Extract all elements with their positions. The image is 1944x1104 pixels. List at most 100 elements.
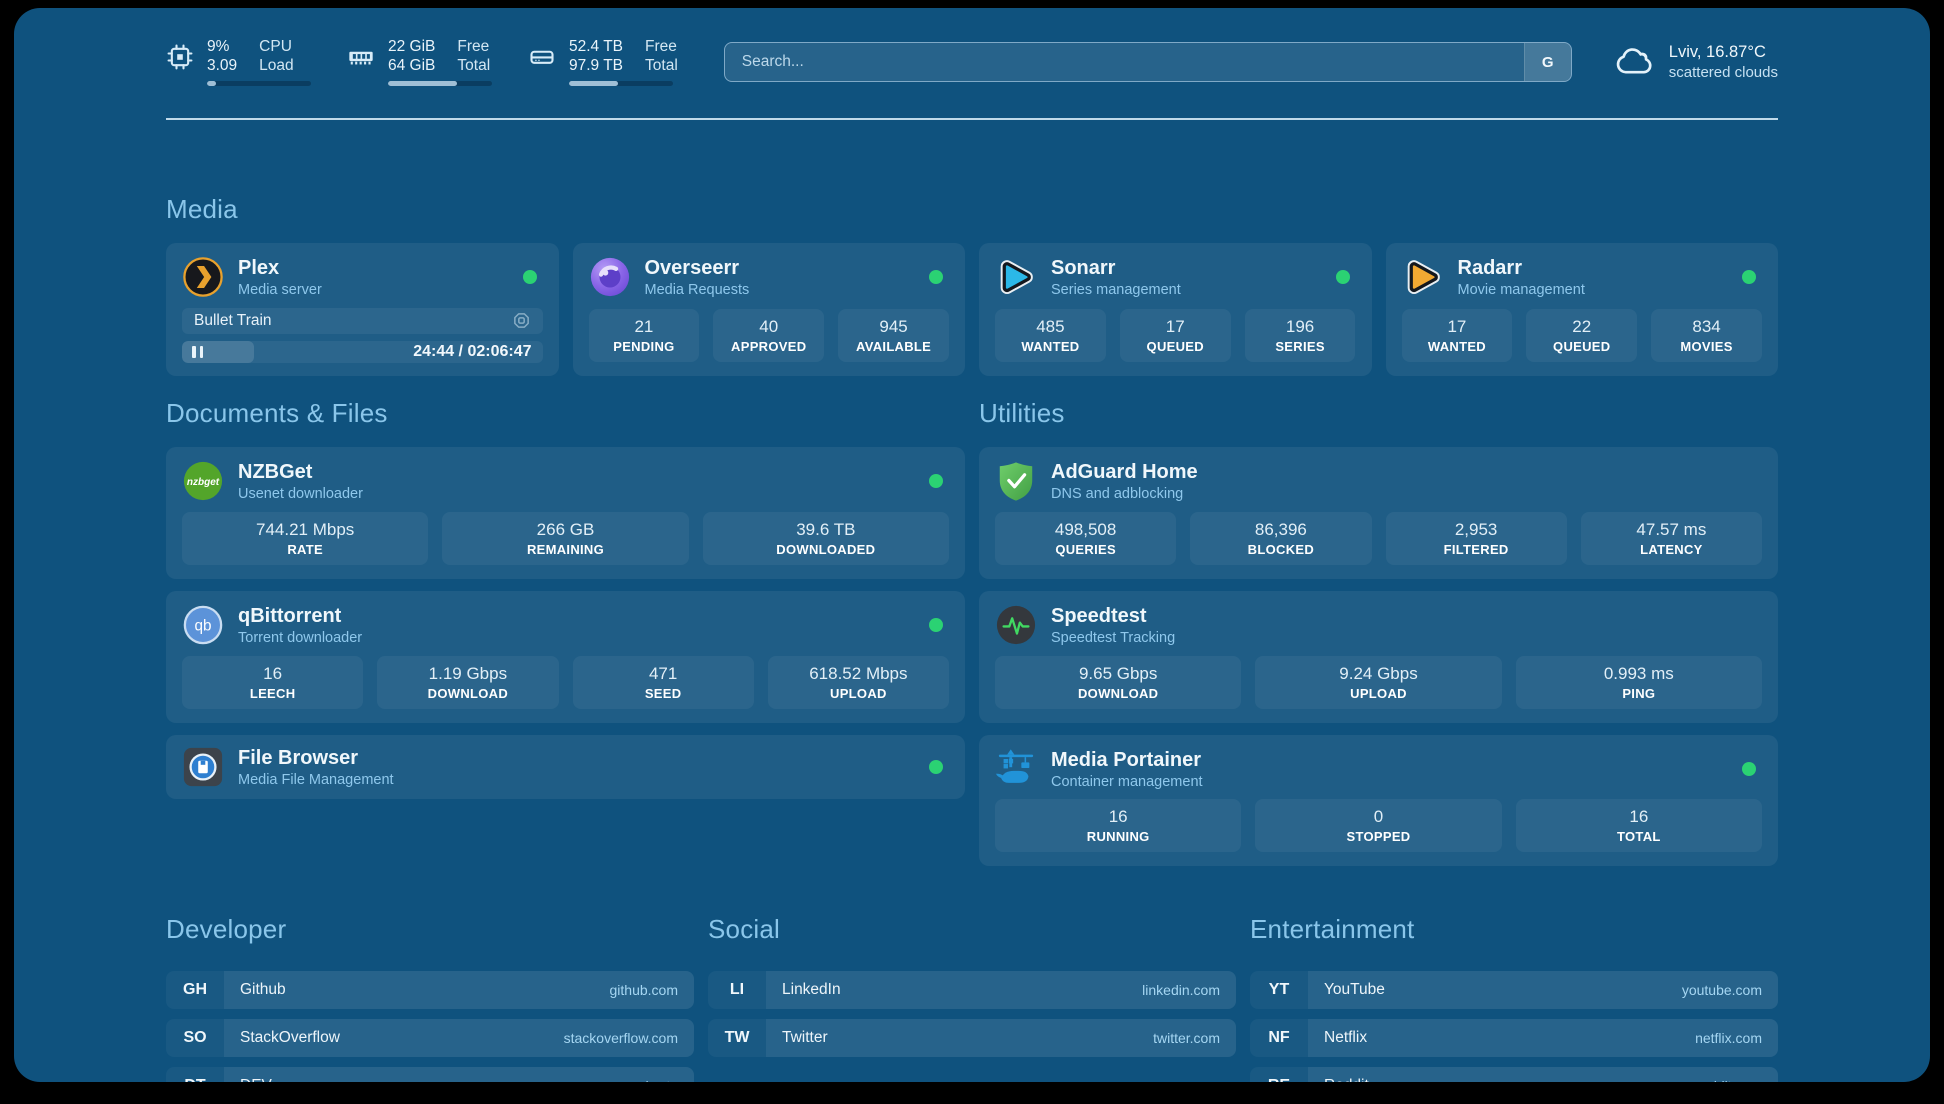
bookmarks-entertainment: Entertainment YT YouTube youtube.com NF …: [1250, 914, 1778, 1082]
stat-label: REMAINING: [526, 541, 605, 557]
weather-description: scattered clouds: [1668, 63, 1778, 81]
stat-upload: 9.24 Gbps UPLOAD: [1255, 655, 1502, 709]
filebrowser-card[interactable]: File Browser Media File Management: [166, 734, 965, 800]
cloud-icon: [1614, 45, 1656, 79]
adguard-icon: [995, 460, 1037, 502]
stat-label: WANTED: [1021, 339, 1080, 354]
disk-free-value: 52.4 TB: [569, 37, 624, 55]
stat-label: RUNNING: [1086, 829, 1150, 845]
stat-label: PING: [1622, 685, 1656, 701]
speedtest-card[interactable]: Speedtest Speedtest Tracking 9.65 Gbps D…: [979, 590, 1778, 723]
filebrowser-icon: [182, 746, 224, 788]
bookmark-netflix[interactable]: NF Netflix netflix.com: [1250, 1019, 1778, 1058]
pause-icon: [192, 346, 203, 359]
bookmark-github[interactable]: GH Github github.com: [166, 971, 694, 1010]
stat-download: 9.65 Gbps DOWNLOAD: [995, 655, 1242, 709]
stat-value: 498,508: [1054, 519, 1117, 539]
now-playing-row: Bullet Train: [182, 307, 543, 335]
bookmark-reddit[interactable]: RE Reddit reddit.com: [1250, 1067, 1778, 1082]
sonarr-card[interactable]: Sonarr Series management 485 WANTED 17 Q…: [979, 243, 1372, 376]
stat-label: UPLOAD: [830, 685, 887, 701]
memory-total-label: Total: [457, 56, 491, 74]
stat-label: SEED: [644, 685, 682, 701]
radarr-icon: [1402, 256, 1444, 298]
top-bar: 9% 3.09 CPU Load: [166, 36, 1778, 88]
weather-widget: Lviv, 16.87°C scattered clouds: [1614, 42, 1778, 83]
svg-text:qb: qb: [195, 618, 212, 635]
stat-stopped: 0 STOPPED: [1255, 799, 1502, 853]
bookmark-stackoverflow[interactable]: SO StackOverflow stackoverflow.com: [166, 1019, 694, 1058]
stat-label: UPLOAD: [1350, 685, 1407, 701]
nzbget-card[interactable]: nzbget NZBGet Usenet downloader 744.21 M…: [166, 447, 965, 579]
section-title-documents: Documents & Files: [166, 398, 388, 428]
bookmark-abbr: LI: [708, 971, 766, 1010]
memory-free-label: Free: [457, 37, 490, 55]
stat-value: 16: [263, 663, 283, 683]
portainer-icon: [995, 748, 1037, 790]
disk-free-label: Free: [645, 37, 677, 55]
bookmark-abbr: RE: [1250, 1067, 1308, 1082]
header-separator: [166, 118, 1778, 120]
stat-seed: 471 SEED: [572, 655, 754, 709]
bookmark-name: StackOverflow: [240, 1029, 340, 1047]
status-dot: [522, 270, 537, 285]
search-engine-button[interactable]: G: [1523, 43, 1571, 81]
overseerr-card[interactable]: Overseerr Media Requests 21 PENDING 40 A…: [572, 243, 965, 376]
plex-card[interactable]: Plex Media server Bullet Train 24:44 / 0…: [166, 243, 559, 376]
memory-icon: [347, 43, 375, 71]
bookmark-name: Github: [240, 981, 286, 999]
bookmark-name: LinkedIn: [782, 981, 841, 999]
section-title-entertainment: Entertainment: [1250, 914, 1415, 945]
bookmark-abbr: SO: [166, 1019, 224, 1058]
stat-wanted: 17 WANTED: [1401, 309, 1513, 362]
stat-label: AVAILABLE: [855, 339, 932, 354]
cpu-widget: 9% 3.09 CPU Load: [166, 38, 311, 87]
section-title-social: Social: [708, 914, 781, 945]
stat-downloaded: 39.6 TB DOWNLOADED: [702, 511, 949, 565]
qbittorrent-card[interactable]: qb qBittorrent Torrent downloader 16 LEE…: [166, 590, 965, 723]
memory-progress-bar: [388, 81, 492, 87]
stat-label: LEECH: [249, 685, 296, 701]
stat-value: 2,953: [1454, 519, 1498, 539]
stat-label: DOWNLOAD: [427, 685, 509, 701]
portainer-card[interactable]: Media Portainer Container management 16 …: [979, 734, 1778, 867]
now-playing-title: Bullet Train: [194, 311, 272, 329]
adguard-card[interactable]: AdGuard Home DNS and adblocking 498,508 …: [979, 447, 1778, 579]
radarr-card[interactable]: Radarr Movie management 17 WANTED 22 QUE…: [1385, 243, 1778, 376]
service-name: Speedtest: [1051, 604, 1147, 627]
stat-value: 471: [648, 663, 678, 683]
stat-label: DOWNLOAD: [1077, 685, 1159, 701]
search-bar: G: [723, 42, 1572, 82]
service-description: DNS and adblocking: [1051, 486, 1184, 502]
bookmark-youtube[interactable]: YT YouTube youtube.com: [1250, 971, 1778, 1010]
bookmark-linkedin[interactable]: LI LinkedIn linkedin.com: [708, 971, 1236, 1010]
service-description: Usenet downloader: [238, 486, 363, 502]
bookmark-domain: youtube.com: [1681, 982, 1762, 999]
stat-label: MOVIES: [1680, 339, 1733, 354]
stat-latency: 47.57 ms LATENCY: [1580, 511, 1762, 565]
cpu-progress-bar: [207, 81, 311, 87]
bookmarks-section: Developer GH Github github.com SO StackO…: [166, 914, 1778, 1082]
stat-label: TOTAL: [1617, 829, 1661, 845]
stat-value: 0: [1373, 807, 1384, 827]
service-name: AdGuard Home: [1051, 461, 1198, 483]
stat-download: 1.19 Gbps DOWNLOAD: [377, 655, 559, 709]
service-description: Media File Management: [238, 771, 394, 788]
stat-approved: 40 APPROVED: [713, 309, 825, 362]
stat-label: QUEUED: [1553, 339, 1611, 354]
stat-value: 39.6 TB: [796, 519, 856, 539]
search-input[interactable]: [724, 43, 1524, 81]
service-description: Series management: [1051, 282, 1181, 298]
bookmark-domain: reddit.com: [1697, 1078, 1762, 1082]
qbittorrent-icon: qb: [182, 604, 224, 646]
section-title-media: Media: [166, 194, 238, 224]
stat-value: 47.57 ms: [1636, 519, 1707, 539]
status-dot: [929, 618, 943, 633]
stat-value: 1.19 Gbps: [428, 663, 508, 683]
media-section: Plex Media server Bullet Train 24:44 / 0…: [166, 243, 1778, 376]
bookmark-dev[interactable]: DT DEV dev.to: [166, 1067, 694, 1082]
bookmark-twitter[interactable]: TW Twitter twitter.com: [708, 1019, 1236, 1058]
video-icon: [512, 311, 531, 330]
plex-icon: [182, 256, 224, 298]
stat-value: 9.65 Gbps: [1078, 663, 1158, 683]
